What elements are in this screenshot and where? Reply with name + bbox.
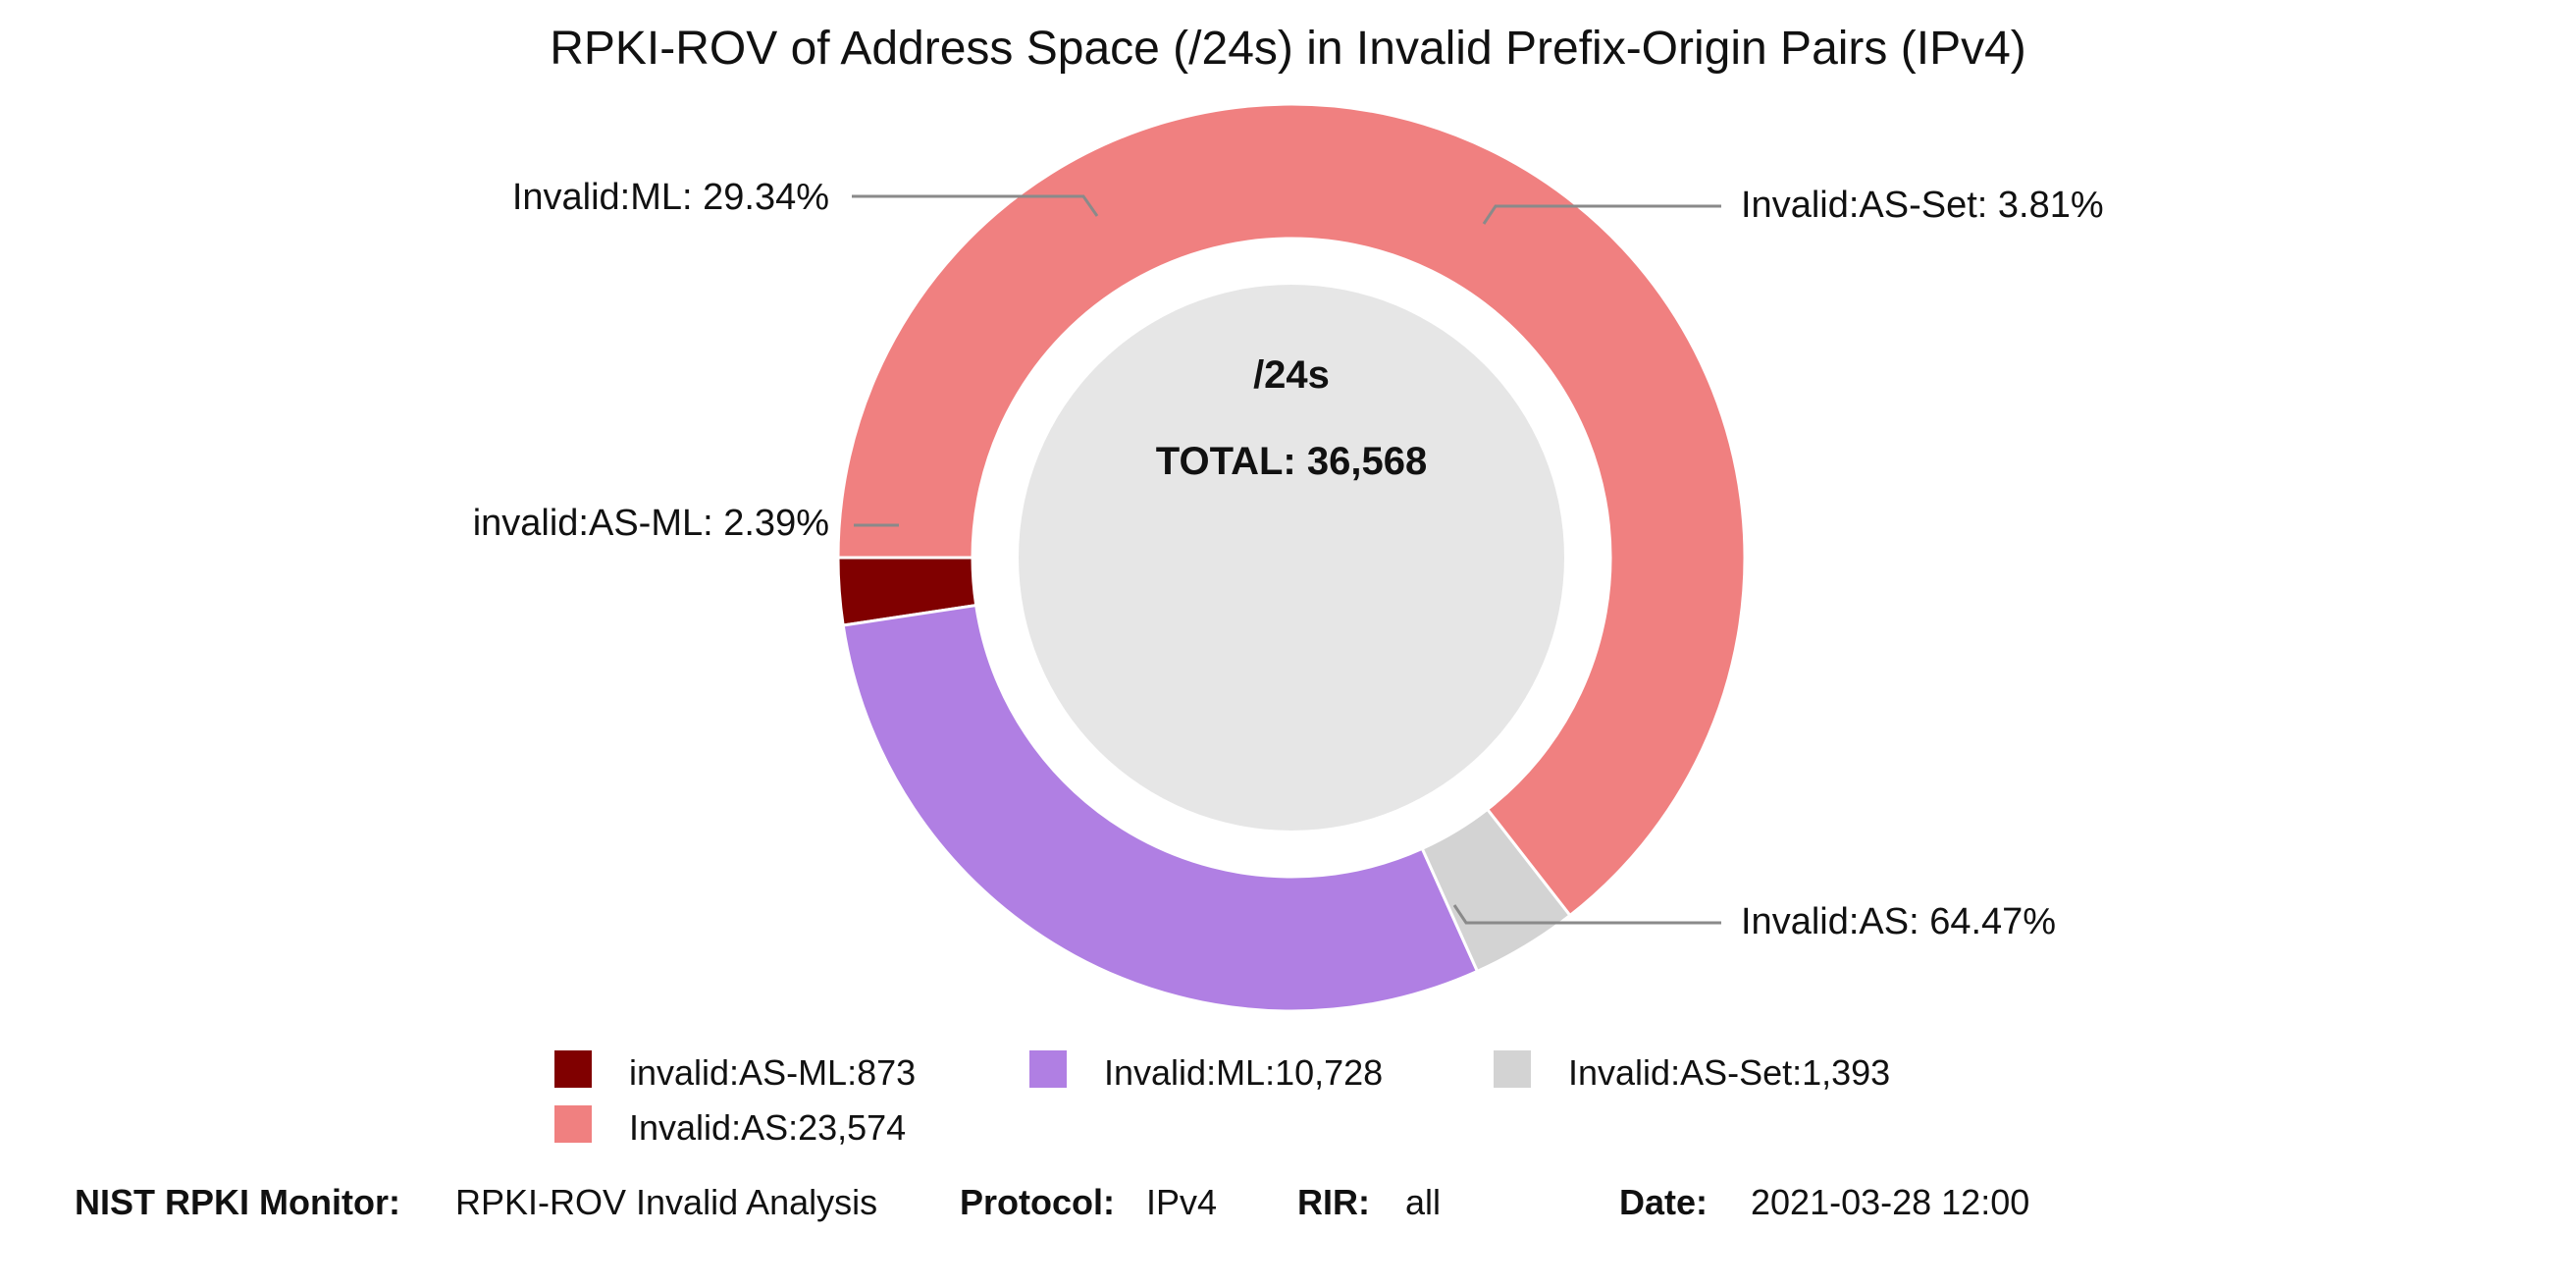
- slice-label-invalid-as-ml: invalid:AS-ML: 2.39%: [472, 503, 829, 544]
- center-title: /24s: [1253, 353, 1330, 397]
- center-disc: [1019, 285, 1564, 831]
- legend-swatch: [1494, 1050, 1531, 1088]
- slice-label-invalid-ml: Invalid:ML: 29.34%: [511, 177, 829, 218]
- footer-protocol-label: Protocol:: [960, 1182, 1115, 1222]
- legend-label: invalid:AS-ML:873: [629, 1052, 917, 1093]
- chart-title: RPKI-ROV of Address Space (/24s) in Inva…: [550, 23, 2026, 75]
- leader-invalid-ml: [852, 194, 1099, 217]
- slice-invalid-as: [836, 102, 1747, 918]
- leader-invalid-as-set: [1482, 204, 1721, 225]
- center-total: TOTAL: 36,568: [1155, 440, 1428, 483]
- legend-label: Invalid:AS:23,574: [629, 1107, 907, 1148]
- leader-invalid-as: [1452, 904, 1721, 925]
- footer-monitor-label: NIST RPKI Monitor:: [75, 1182, 400, 1222]
- footer-date-label: Date:: [1619, 1182, 1709, 1222]
- legend-swatch: [554, 1050, 592, 1088]
- slice-label-invalid-as-set: Invalid:AS-Set: 3.81%: [1741, 185, 2104, 226]
- slice-invalid-ml: [841, 603, 1480, 1013]
- legend-label: Invalid:ML:10,728: [1104, 1052, 1384, 1093]
- legend-swatch: [554, 1105, 592, 1143]
- footer-rir-value: all: [1405, 1182, 1442, 1222]
- legend-swatch: [1029, 1050, 1067, 1088]
- footer-monitor-value: RPKI-ROV Invalid Analysis: [455, 1182, 878, 1222]
- footer-date-value: 2021-03-28 12:00: [1751, 1182, 2030, 1222]
- footer-rir-label: RIR:: [1297, 1182, 1370, 1222]
- legend-label: Invalid:AS-Set:1,393: [1568, 1052, 1891, 1093]
- slice-label-invalid-as: Invalid:AS: 64.47%: [1741, 901, 2057, 942]
- footer-protocol-value: IPv4: [1146, 1182, 1218, 1222]
